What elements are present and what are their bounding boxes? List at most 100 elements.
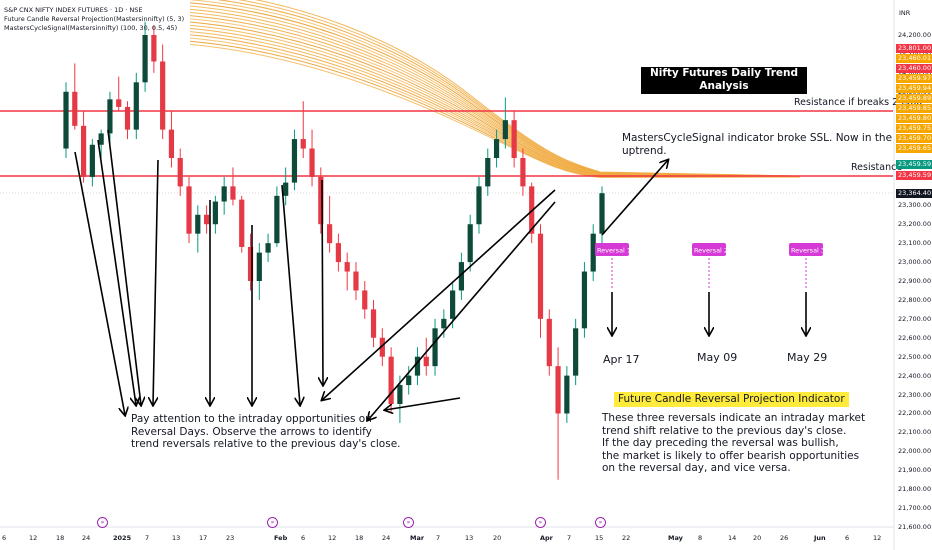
indicator-2-label[interactable]: MastersCycleSignal(Mastersinnifty) (100,…	[4, 24, 178, 32]
time-tick: 6	[845, 534, 850, 542]
candle-body	[230, 186, 236, 200]
intraday-line-3: trend reversals relative to the previous…	[131, 438, 401, 450]
candle-body	[493, 139, 500, 158]
currency-label: INR	[899, 9, 911, 17]
event-icon[interactable]: »	[595, 517, 606, 528]
event-icon[interactable]: »	[97, 517, 108, 528]
reversal-badge	[692, 243, 726, 256]
candle-body	[274, 195, 280, 244]
ribbon-line	[189, 43, 801, 178]
price-level-label: 23,459.75	[896, 124, 932, 133]
price-level-label: 23,364.40	[896, 189, 932, 198]
candle-body	[239, 199, 245, 247]
price-tick: 22,700.00	[898, 314, 932, 323]
price-tick: 23,200.00	[898, 220, 932, 229]
time-tick: 12	[873, 534, 882, 542]
reversal-description: These three reversals indicate an intrad…	[602, 412, 865, 475]
candle-body	[573, 328, 579, 376]
candle-body	[283, 182, 289, 196]
price-level-label: 23,459.89	[896, 94, 932, 103]
banner-line-1: Nifty Futures Daily Trend Analysis	[649, 67, 799, 92]
candle-body	[168, 129, 175, 158]
resistance-label: Resistance	[851, 162, 903, 173]
candle-body	[318, 176, 324, 225]
candle-body	[414, 356, 421, 376]
price-tick: 24,100.00	[898, 50, 931, 58]
indicator-1-label[interactable]: Future Candle Reversal Projection(Master…	[4, 15, 185, 23]
price-tick: 21,700.00	[898, 504, 932, 513]
price-level-label: 23,459.94	[896, 84, 932, 93]
candle-body	[291, 139, 298, 183]
time-tick: 18	[56, 534, 65, 542]
annotation-arrow	[322, 189, 556, 400]
time-tick: 24	[82, 534, 91, 542]
event-icon[interactable]: »	[267, 517, 278, 528]
time-tick: 20	[493, 534, 502, 542]
candle-body	[265, 243, 271, 253]
candle-body	[344, 262, 350, 272]
event-icon[interactable]: »	[403, 517, 414, 528]
candle-body	[450, 290, 456, 319]
candle-body	[441, 318, 447, 329]
time-tick: 6	[2, 534, 7, 542]
price-tick: 22,900.00	[898, 277, 932, 285]
price-tick: 23,300.00	[898, 201, 932, 210]
time-tick: 13	[465, 534, 474, 542]
time-tick: 17	[199, 534, 208, 542]
reversal-label: Reversal 3	[791, 247, 825, 255]
candle-body	[467, 224, 473, 263]
candle-body	[406, 375, 412, 386]
candle-body	[502, 120, 508, 140]
candle-body	[388, 356, 394, 404]
candle-body	[520, 158, 526, 187]
indicator-title: Future Candle Reversal Projection Indica…	[614, 392, 849, 407]
intraday-note: Pay attention to the intraday opportunit…	[131, 413, 401, 451]
desc-line-5: on the reversal day, and vice versa.	[602, 462, 791, 474]
annotation-arrow	[97, 139, 136, 405]
annotation-arrow	[281, 184, 300, 405]
time-tick: 24	[382, 534, 391, 542]
candle-body	[485, 158, 491, 187]
candle-body	[212, 201, 218, 225]
candle-body	[72, 91, 78, 126]
reversal-2-date: May 09	[697, 351, 738, 364]
reversal-label: Reversal 1	[597, 247, 631, 255]
annotation-arrows	[74, 129, 668, 420]
time-tick: 6	[301, 534, 306, 542]
candle-body	[107, 99, 113, 134]
candle-body	[353, 271, 359, 291]
axes	[0, 0, 895, 550]
price-level-label: 23,459.65	[896, 144, 932, 153]
price-level-label: 23,459.70	[896, 134, 932, 143]
price-tick: 24,200.00	[898, 31, 932, 39]
candle-body	[370, 309, 377, 338]
desc-line-3: If the day preceding the reversal was bu…	[602, 437, 839, 449]
candle-body	[160, 61, 166, 130]
candle-body	[564, 375, 570, 414]
candle-body	[124, 106, 131, 130]
title-banner: Nifty Futures Daily Trend Analysis www.m…	[641, 67, 807, 105]
candle-body	[256, 252, 262, 281]
candle-body	[581, 271, 588, 329]
price-tick: 22,000.00	[898, 447, 932, 456]
candle-body	[203, 214, 210, 225]
ssl-note-line-2: uptrend.	[622, 144, 667, 157]
reversal-label: Reversal 2	[694, 247, 728, 255]
time-tick: 12	[328, 534, 337, 542]
ssl-note-line-1: MastersCycleSignal indicator broke SSL. …	[622, 132, 893, 144]
time-tick: 7	[436, 534, 441, 542]
resistance-break-label: Resistance if breaks 23460	[794, 97, 923, 108]
candle-body	[195, 214, 201, 234]
candles	[63, 21, 605, 480]
price-level-label: 23,460.00	[896, 64, 932, 73]
candle-body	[599, 193, 605, 234]
time-tick: May	[668, 534, 683, 542]
candle-body	[98, 133, 104, 145]
event-icon[interactable]: »	[535, 517, 546, 528]
candle-body	[546, 318, 552, 367]
candle-body	[379, 337, 385, 357]
candle-body	[80, 125, 87, 177]
price-tick: 23,100.00	[898, 239, 932, 248]
